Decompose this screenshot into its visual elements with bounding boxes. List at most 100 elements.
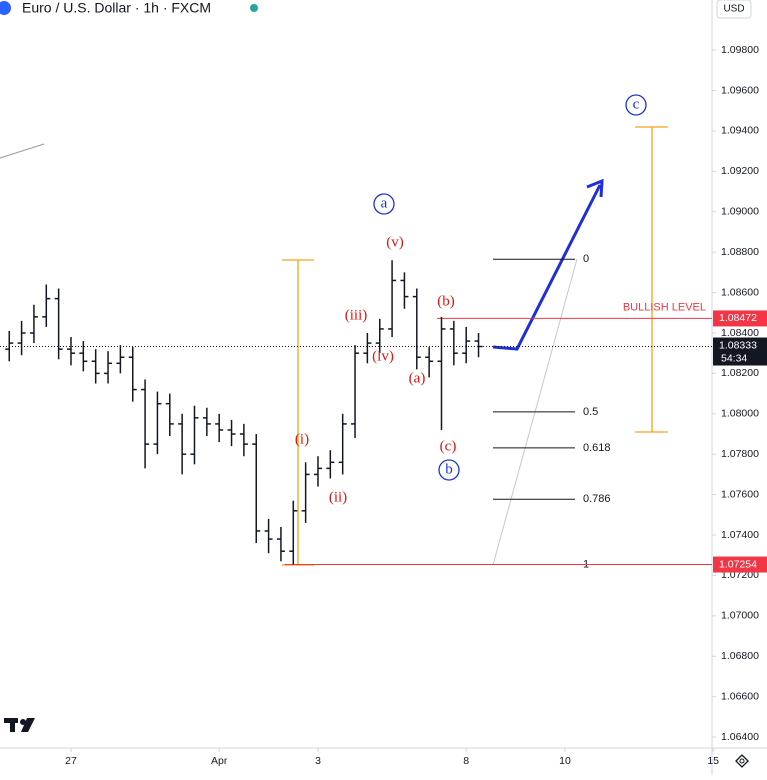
- x-tick-label: 3: [315, 755, 321, 767]
- y-tick-label: 1.06400: [721, 731, 759, 743]
- y-tick-label: 1.09800: [721, 44, 759, 56]
- bar: [141, 379, 150, 469]
- wave-label: (v): [386, 234, 404, 250]
- bar: [128, 347, 137, 402]
- bar: [388, 260, 397, 338]
- bar: [153, 391, 162, 455]
- currency: USD: [723, 4, 744, 15]
- last-price: 1.08333: [719, 339, 757, 351]
- bar: [5, 330, 14, 362]
- bar: [276, 526, 285, 562]
- x-tick-label: Apr: [211, 755, 228, 767]
- y-tick-label: 1.08000: [721, 408, 759, 420]
- wave-label: b: [445, 461, 453, 477]
- wave-label: c: [633, 96, 640, 112]
- bar: [54, 288, 63, 360]
- level-tag: [713, 556, 767, 573]
- bar: [425, 347, 434, 378]
- bar: [375, 318, 384, 354]
- wave-label: a: [381, 195, 388, 211]
- y-tick-label: 1.07600: [721, 488, 759, 500]
- last-price-tag: [713, 337, 767, 366]
- bar: [326, 450, 335, 479]
- fib-label: 0.786: [583, 493, 611, 505]
- bar: [363, 332, 372, 364]
- bar: [91, 349, 100, 384]
- projection-2: [635, 126, 668, 433]
- wave-circle: [373, 193, 395, 215]
- y-tick-label: 1.09000: [721, 206, 759, 218]
- level-value: 1.08472: [719, 312, 757, 324]
- currency-button[interactable]: [716, 0, 752, 19]
- bar: [190, 405, 199, 465]
- wave-label: (c): [440, 438, 457, 454]
- bar: [289, 500, 298, 565]
- bar: [116, 345, 125, 374]
- arrow-head: [586, 178, 604, 198]
- y-tick-label: 1.08200: [721, 367, 759, 379]
- bar: [79, 341, 88, 372]
- x-tick-label: 15: [707, 755, 719, 767]
- market-status: [250, 4, 258, 12]
- wave-label: (ii): [329, 489, 347, 505]
- trend-line: [0, 143, 45, 159]
- x-tick-label: 27: [65, 755, 77, 767]
- bar: [264, 518, 273, 554]
- logo: [4, 718, 35, 732]
- fib-label: 0.618: [583, 442, 611, 454]
- wave-label: (iii): [345, 307, 368, 323]
- bar: [42, 284, 51, 327]
- bar: [338, 413, 347, 475]
- bar: [313, 456, 322, 487]
- level-name: BULLISH LEVEL: [623, 301, 706, 313]
- wave-label: (i): [295, 431, 309, 447]
- bar: [252, 434, 261, 544]
- wave-label: (iv): [372, 348, 394, 364]
- level-tag: [713, 310, 767, 327]
- bar: [227, 419, 236, 447]
- wave-circle: [438, 459, 460, 481]
- y-tick-label: 1.08600: [721, 286, 759, 298]
- y-tick-label: 1.08800: [721, 246, 759, 258]
- bar: [449, 320, 458, 366]
- y-tick-label: 1.09200: [721, 165, 759, 177]
- bar: [400, 272, 409, 309]
- y-tick-label: 1.09600: [721, 84, 759, 96]
- countdown: 54:34: [721, 352, 747, 364]
- bar: [239, 423, 248, 457]
- bar: [165, 393, 174, 437]
- symbol-icon: [0, 1, 11, 15]
- y-tick-label: 1.07000: [721, 610, 759, 622]
- level-value: 1.07254: [719, 558, 757, 570]
- projection-arrow: [492, 184, 602, 351]
- bar: [412, 288, 421, 370]
- wave-label: (a): [409, 370, 426, 386]
- bar: [202, 407, 211, 437]
- bar: [29, 304, 38, 344]
- wave-label: (b): [437, 293, 455, 309]
- bar: [178, 413, 187, 475]
- bar: [351, 345, 360, 439]
- symbol-title: Euro / U.S. Dollar · 1h · FXCM: [22, 0, 211, 16]
- bar: [66, 337, 75, 366]
- bar: [17, 320, 26, 356]
- y-tick-label: 1.09400: [721, 125, 759, 137]
- bar: [462, 326, 471, 364]
- x-tick-label: 8: [463, 755, 469, 767]
- y-tick-label: 1.06800: [721, 650, 759, 662]
- x-tick-label: 10: [559, 755, 571, 767]
- bar: [104, 351, 113, 384]
- y-tick-label: 1.08400: [721, 327, 759, 339]
- y-tick-label: 1.06600: [721, 690, 759, 702]
- bar: [215, 413, 224, 443]
- bar: [437, 316, 446, 430]
- fib-label: 0: [583, 253, 589, 265]
- bar: [301, 462, 310, 523]
- y-tick-label: 1.07400: [721, 529, 759, 541]
- bar: [474, 332, 483, 358]
- settings[interactable]: [735, 754, 749, 768]
- wave-circle: [625, 94, 647, 116]
- y-tick-label: 1.07800: [721, 448, 759, 460]
